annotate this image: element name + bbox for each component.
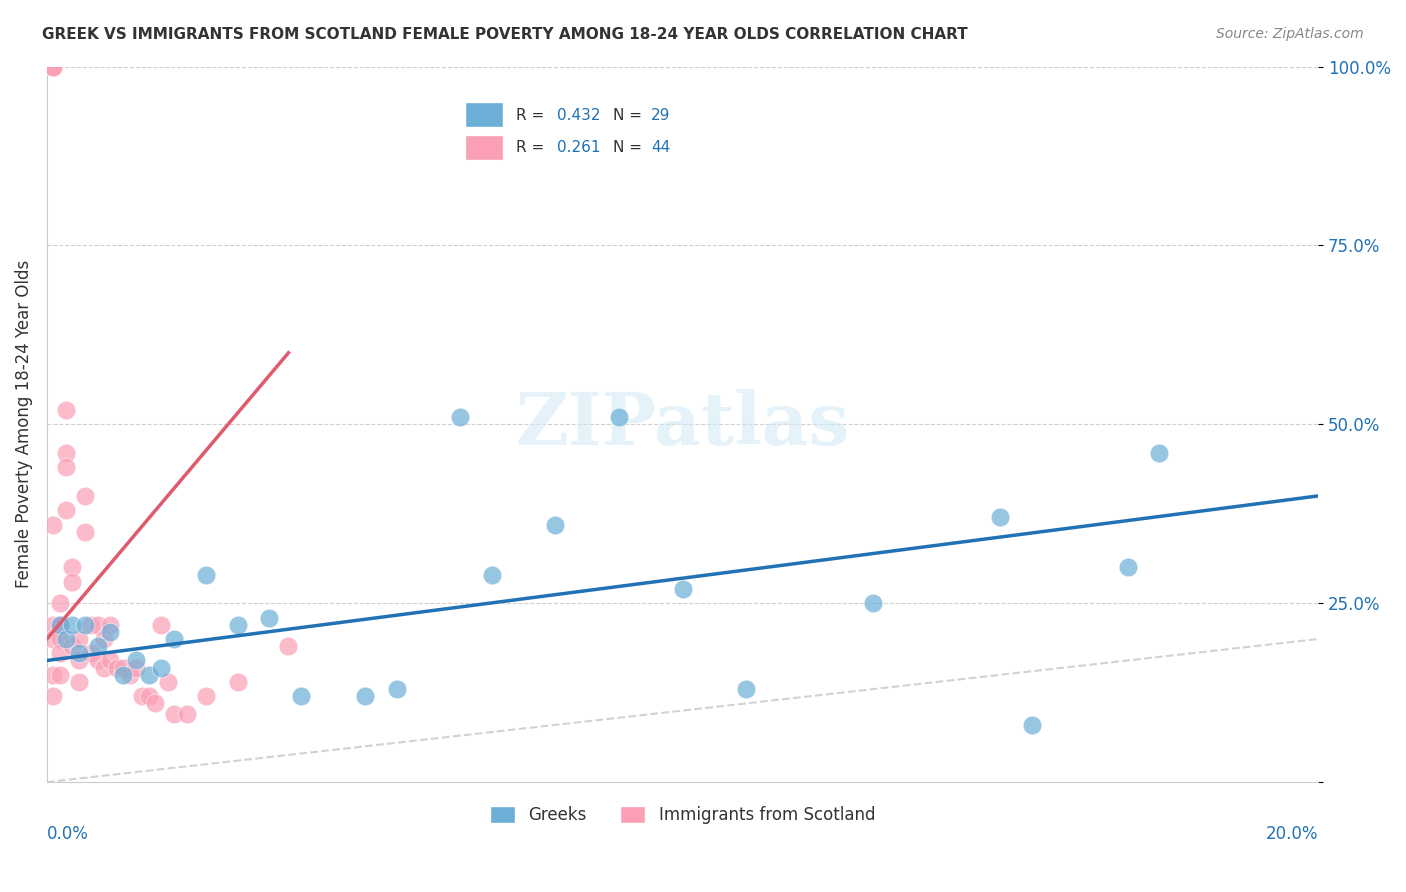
Point bbox=[143, 697, 166, 711]
Point bbox=[125, 653, 148, 667]
Point bbox=[112, 667, 135, 681]
Point bbox=[55, 632, 77, 646]
Point bbox=[42, 690, 65, 704]
Point bbox=[112, 660, 135, 674]
Point bbox=[48, 667, 70, 681]
Point bbox=[131, 690, 153, 704]
Point bbox=[118, 667, 141, 681]
Point bbox=[125, 660, 148, 674]
Point bbox=[93, 660, 115, 674]
Point bbox=[449, 410, 471, 425]
Point bbox=[138, 690, 160, 704]
Point bbox=[100, 653, 122, 667]
Point bbox=[481, 567, 503, 582]
Point bbox=[100, 617, 122, 632]
Point bbox=[385, 682, 408, 697]
Point bbox=[60, 574, 83, 589]
Point bbox=[73, 489, 96, 503]
Point bbox=[73, 524, 96, 539]
Point bbox=[87, 617, 110, 632]
Point bbox=[60, 617, 83, 632]
Point bbox=[42, 60, 65, 74]
Point bbox=[277, 639, 299, 653]
Point bbox=[163, 707, 186, 722]
Point bbox=[93, 632, 115, 646]
Point bbox=[42, 60, 65, 74]
Point bbox=[67, 632, 90, 646]
Point bbox=[1116, 560, 1139, 574]
Point bbox=[990, 510, 1012, 524]
Point bbox=[67, 653, 90, 667]
Point bbox=[353, 690, 375, 704]
Text: GREEK VS IMMIGRANTS FROM SCOTLAND FEMALE POVERTY AMONG 18-24 YEAR OLDS CORRELATI: GREEK VS IMMIGRANTS FROM SCOTLAND FEMALE… bbox=[42, 27, 967, 42]
Point bbox=[87, 653, 110, 667]
Point bbox=[150, 617, 173, 632]
Point bbox=[138, 667, 160, 681]
Point bbox=[48, 617, 70, 632]
Y-axis label: Female Poverty Among 18-24 Year Olds: Female Poverty Among 18-24 Year Olds bbox=[15, 260, 32, 589]
Point bbox=[1021, 718, 1043, 732]
Text: 20.0%: 20.0% bbox=[1265, 825, 1319, 843]
Point bbox=[1149, 446, 1171, 460]
Point bbox=[607, 410, 630, 425]
Point bbox=[55, 460, 77, 475]
Point bbox=[67, 646, 90, 660]
Point bbox=[55, 446, 77, 460]
Point bbox=[42, 617, 65, 632]
Point bbox=[163, 632, 186, 646]
Point bbox=[42, 517, 65, 532]
Point bbox=[100, 624, 122, 639]
Point bbox=[60, 639, 83, 653]
Point bbox=[60, 560, 83, 574]
Point bbox=[259, 610, 281, 624]
Point bbox=[105, 660, 128, 674]
Point bbox=[42, 667, 65, 681]
Point bbox=[48, 596, 70, 610]
Text: ZIPatlas: ZIPatlas bbox=[516, 389, 849, 460]
Point bbox=[42, 60, 65, 74]
Point bbox=[671, 582, 693, 596]
Point bbox=[735, 682, 758, 697]
Point bbox=[156, 675, 179, 690]
Point bbox=[48, 646, 70, 660]
Point bbox=[73, 617, 96, 632]
Point bbox=[150, 660, 173, 674]
Point bbox=[176, 707, 198, 722]
Text: Source: ZipAtlas.com: Source: ZipAtlas.com bbox=[1216, 27, 1364, 41]
Point bbox=[67, 675, 90, 690]
Point bbox=[194, 690, 217, 704]
Point bbox=[544, 517, 567, 532]
Point bbox=[55, 403, 77, 417]
Point bbox=[80, 646, 103, 660]
Point bbox=[87, 639, 110, 653]
Point bbox=[48, 617, 70, 632]
Point bbox=[194, 567, 217, 582]
Legend: Greeks, Immigrants from Scotland: Greeks, Immigrants from Scotland bbox=[484, 799, 882, 831]
Point bbox=[226, 675, 249, 690]
Point bbox=[226, 617, 249, 632]
Point bbox=[42, 632, 65, 646]
Text: 0.0%: 0.0% bbox=[46, 825, 89, 843]
Point bbox=[862, 596, 884, 610]
Point bbox=[48, 632, 70, 646]
Point bbox=[55, 503, 77, 517]
Point bbox=[290, 690, 312, 704]
Point bbox=[80, 617, 103, 632]
Point bbox=[42, 60, 65, 74]
